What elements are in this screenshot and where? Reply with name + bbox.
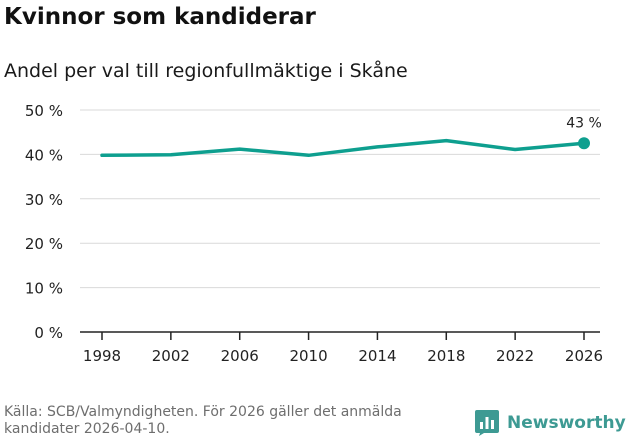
y-tick-label: 40 % bbox=[25, 146, 63, 164]
x-tick-label: 2022 bbox=[496, 347, 534, 365]
newsworthy-logo-icon bbox=[475, 410, 499, 436]
series-line bbox=[100, 138, 586, 158]
series-end-point bbox=[578, 137, 590, 150]
x-tick-label: 2026 bbox=[565, 347, 603, 365]
chart-title: Kvinnor som kandiderar bbox=[4, 4, 316, 30]
x-tick-label: 2010 bbox=[289, 347, 327, 365]
y-tick-label: 10 % bbox=[25, 280, 63, 298]
y-tick-label: 20 % bbox=[25, 235, 63, 253]
brand-name: Newsworthy bbox=[507, 413, 626, 433]
x-tick-label: 2006 bbox=[221, 347, 259, 365]
chart-subtitle: Andel per val till regionfullmäktige i S… bbox=[4, 60, 408, 82]
source-note: Källa: SCB/Valmyndigheten. För 2026 gäll… bbox=[4, 404, 402, 437]
end-value-label: 43 % bbox=[566, 115, 602, 131]
y-tick-label: 30 % bbox=[25, 191, 63, 209]
x-tick-label: 2014 bbox=[358, 347, 396, 365]
brand: Newsworthy bbox=[475, 408, 626, 438]
x-tick-label: 1998 bbox=[83, 347, 121, 365]
x-tick-label: 2018 bbox=[427, 347, 465, 365]
y-tick-label: 50 % bbox=[25, 102, 63, 120]
y-tick-label: 0 % bbox=[34, 324, 63, 342]
x-tick-label: 2002 bbox=[152, 347, 190, 365]
